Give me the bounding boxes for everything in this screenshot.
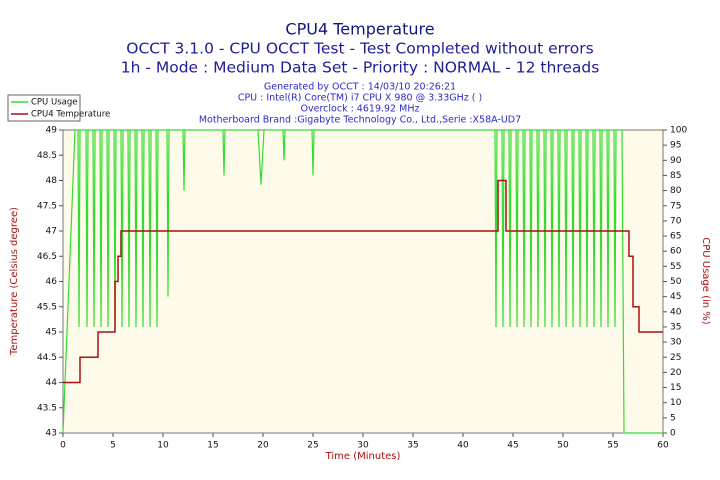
y-tick-label: 49	[46, 126, 58, 136]
y2-tick-label: 75	[670, 201, 681, 211]
y2-tick-label: 65	[670, 232, 681, 242]
subtitle: OCCT 3.1.0 - CPU OCCT Test - Test Comple…	[126, 40, 594, 58]
y2-tick-label: 95	[670, 141, 681, 151]
y2-tick-label: 25	[670, 353, 681, 363]
x-tick-label: 40	[457, 441, 469, 451]
x-tick-label: 15	[207, 441, 218, 451]
x-tick-label: 0	[60, 441, 66, 451]
legend: CPU Usage CPU4 Temperature	[7, 94, 110, 122]
legend-label: CPU4 Temperature	[31, 110, 110, 120]
y2-tick-label: 45	[670, 292, 681, 302]
y2-tick-label: 20	[670, 368, 682, 378]
legend-box	[7, 94, 81, 122]
info-line: Generated by OCCT : 14/03/10 20:26:21	[264, 82, 456, 93]
y2-tick-label: 80	[670, 186, 682, 196]
y2-tick-label: 90	[670, 156, 682, 166]
y-tick-label: 43.5	[37, 403, 57, 413]
y-tick-label: 45.5	[37, 302, 57, 312]
x-tick-label: 60	[657, 441, 669, 451]
y2-tick-label: 30	[670, 338, 682, 348]
subtitle: 1h - Mode : Medium Data Set - Priority :…	[121, 59, 600, 77]
x-tick-label: 20	[257, 441, 269, 451]
y-axis-title: Temperature (Celsius degree)	[9, 207, 20, 356]
y-tick-label: 45	[46, 328, 57, 338]
y2-tick-label: 0	[670, 429, 676, 439]
y2-tick-label: 60	[670, 247, 682, 257]
y2-tick-label: 50	[670, 277, 682, 287]
plot-area	[62, 129, 664, 434]
y-tick-label: 47.5	[37, 201, 57, 211]
x-tick-label: 45	[507, 441, 518, 451]
y2-tick-label: 70	[670, 216, 682, 226]
y-tick-label: 48.5	[37, 151, 57, 161]
y2-axis-title: CPU Usage (in %)	[700, 237, 711, 325]
info-line: Overclock : 4619.92 MHz	[301, 104, 420, 115]
y-tick-label: 46	[46, 277, 58, 287]
y-tick-label: 44	[46, 378, 58, 388]
legend-label: CPU Usage	[31, 98, 77, 108]
y2-tick-label: 5	[670, 413, 676, 423]
y2-tick-label: 15	[670, 383, 681, 393]
y-tick-label: 43	[46, 429, 57, 439]
x-tick-label: 35	[407, 441, 418, 451]
x-tick-label: 5	[110, 441, 116, 451]
y-tick-label: 47	[46, 227, 57, 237]
info-line: Motherboard Brand :Gigabyte Technology C…	[199, 115, 521, 126]
x-tick-label: 50	[557, 441, 569, 451]
y2-tick-label: 35	[670, 322, 681, 332]
info-line: CPU : Intel(R) Core(TM) i7 CPU X 980 @ 3…	[238, 93, 482, 104]
x-tick-label: 55	[607, 441, 618, 451]
data-line	[62, 129, 663, 434]
y2-tick-label: 55	[670, 262, 681, 272]
y2-tick-label: 10	[670, 398, 682, 408]
x-axis-title: Time (Minutes)	[325, 451, 401, 462]
y2-tick-label: 85	[670, 171, 681, 181]
y-tick-label: 48	[46, 176, 58, 186]
x-tick-label: 25	[307, 441, 318, 451]
x-tick-label: 10	[157, 441, 169, 451]
x-tick-label: 30	[357, 441, 369, 451]
y-tick-label: 46.5	[37, 252, 57, 262]
y2-tick-label: 100	[670, 126, 687, 136]
data-line	[63, 179, 663, 384]
chart-title: CPU4 Temperature	[285, 20, 434, 39]
y2-tick-label: 40	[670, 307, 682, 317]
y-tick-label: 44.5	[37, 353, 57, 363]
